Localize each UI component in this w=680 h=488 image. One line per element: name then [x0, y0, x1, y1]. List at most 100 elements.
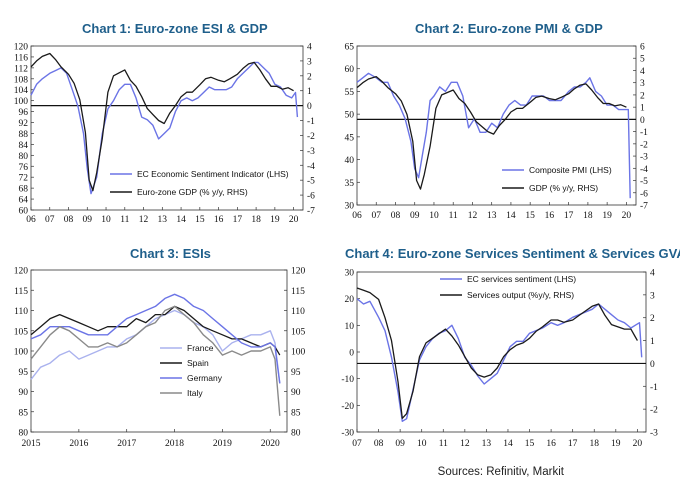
- chart-4-ytick-right-label: -1: [650, 383, 658, 393]
- chart-4-xtick-label: 18: [589, 439, 599, 449]
- source-note: Sources: Refinitiv, Markit: [437, 466, 564, 478]
- chart-1-ytick-left-label: 116: [14, 53, 28, 63]
- chart-1-xtick-label: 19: [270, 215, 280, 225]
- chart-2-ytick-right-label: -5: [640, 177, 648, 187]
- chart-1-ytick-right-label: -2: [307, 132, 315, 142]
- chart-1-ytick-left-label: 84: [19, 141, 29, 151]
- chart-3-legend-label: Spain: [187, 358, 209, 368]
- chart-1-series-2-line: [30, 52, 294, 192]
- chart-1-ytick-left-label: 92: [19, 119, 29, 129]
- chart-1-ytick-left-label: 104: [14, 86, 29, 96]
- chart-1-ytick-left-label: 72: [19, 174, 29, 184]
- chart-4-legend-label: Services output (%y/y, RHS): [467, 290, 574, 300]
- chart-2-ytick-right-label: -3: [640, 153, 648, 163]
- chart-2-xtick-label: 14: [506, 211, 516, 221]
- chart-1-xtick-label: 15: [195, 215, 205, 225]
- chart-2-ytick-left-label: 45: [345, 133, 355, 143]
- chart-3-ytick-left-label: 120: [14, 267, 29, 277]
- chart-3-series-2-line: [30, 305, 281, 356]
- chart-1-ytick-left-label: 100: [14, 97, 29, 107]
- chart-4-ytick-right-label: 2: [650, 314, 655, 324]
- chart-1-ytick-left-label: 80: [19, 152, 29, 162]
- chart-2-ytick-left-label: 35: [345, 179, 355, 189]
- chart-4-series-1-line: [356, 298, 643, 422]
- chart-4-xtick-label: 15: [525, 439, 535, 449]
- chart-2-xtick-label: 13: [487, 211, 497, 221]
- chart-1-ytick-right-label: 1: [307, 87, 312, 97]
- chart-4-title: Chart 4: Euro-zone Services Sentiment & …: [345, 246, 680, 261]
- chart-4-ytick-left-label: -20: [341, 402, 354, 412]
- chart-2-xtick-label: 10: [429, 211, 439, 221]
- chart-1-ytick-right-label: 0: [307, 102, 312, 112]
- chart-4-ytick-right-label: -3: [650, 429, 658, 439]
- chart-1-title: Chart 1: Euro-zone ESI & GDP: [82, 21, 268, 36]
- chart-1-xtick-label: 10: [101, 215, 111, 225]
- chart-2-ytick-right-label: -1: [640, 128, 648, 138]
- chart-4-xtick-label: 17: [568, 439, 578, 449]
- chart-1-ytick-left-label: 76: [19, 163, 29, 173]
- chart-4-ytick-left-label: 20: [345, 295, 355, 305]
- chart-3-ytick-left-label: 85: [19, 408, 29, 418]
- chart-2-xtick-label: 11: [449, 211, 458, 221]
- chart-1-ytick-left-label: 96: [19, 108, 29, 118]
- chart-3-ytick-left-label: 100: [14, 348, 29, 358]
- chart-1-xtick-label: 14: [176, 215, 186, 225]
- chart-3-ytick-left-label: 90: [19, 388, 29, 398]
- chart-2-ytick-right-label: -2: [640, 140, 648, 150]
- chart-4-xtick-label: 20: [633, 439, 643, 449]
- chart-3-ytick-right-label: 80: [291, 429, 301, 439]
- chart-1-frame: [30, 45, 304, 211]
- chart-1-xtick-label: 20: [289, 215, 299, 225]
- chart-2-ytick-left-label: 60: [345, 65, 355, 75]
- chart-2-xtick-label: 19: [602, 211, 612, 221]
- chart-2-series-1-line: [356, 72, 631, 199]
- chart-3-ytick-left-label: 80: [19, 429, 29, 439]
- chart-1-ytick-right-label: 2: [307, 72, 312, 82]
- chart-1-ytick-left-label: 68: [19, 185, 29, 195]
- chart-1-ytick-right-label: 3: [307, 57, 312, 67]
- chart-4-xtick-label: 16: [546, 439, 556, 449]
- chart-3-series-4-line: [30, 305, 281, 416]
- chart-4-ytick-left-label: 0: [349, 349, 354, 359]
- chart-1-ytick-right-label: -6: [307, 192, 315, 202]
- chart-4-xtick-label: 11: [439, 439, 448, 449]
- chart-2-legend-label: Composite PMI (LHS): [529, 165, 612, 175]
- chart-2-xtick-label: 16: [545, 211, 555, 221]
- chart-2-xtick-label: 07: [371, 211, 381, 221]
- chart-2-ytick-left-label: 55: [345, 88, 355, 98]
- chart-3-ytick-right-label: 110: [291, 307, 305, 317]
- chart-4-legend-label: EC services sentiment (LHS): [467, 274, 576, 284]
- chart-1-ytick-left-label: 108: [14, 75, 29, 85]
- chart-1-ytick-right-label: 4: [307, 43, 312, 53]
- chart-3-legend-label: Italy: [187, 388, 203, 398]
- chart-3-ytick-left-label: 105: [14, 327, 29, 337]
- chart-2-ytick-right-label: 4: [640, 67, 645, 77]
- chart-3-legend-label: France: [187, 343, 214, 353]
- chart-1-xtick-label: 09: [83, 215, 93, 225]
- chart-1-xtick-label: 16: [214, 215, 224, 225]
- chart-1-ytick-right-label: -5: [307, 177, 315, 187]
- chart-3-ytick-right-label: 115: [291, 287, 305, 297]
- chart-3-xtick-label: 2015: [22, 439, 41, 449]
- chart-1-ytick-left-label: 88: [19, 130, 29, 140]
- chart-2-xtick-label: 15: [525, 211, 535, 221]
- chart-4-xtick-label: 13: [482, 439, 492, 449]
- chart-4-xtick-label: 07: [352, 439, 362, 449]
- chart-2-ytick-right-label: 3: [640, 79, 645, 89]
- chart-4-ytick-left-label: 10: [345, 322, 355, 332]
- chart-3-ytick-left-label: 110: [14, 307, 28, 317]
- chart-2-ytick-right-label: -4: [640, 165, 648, 175]
- chart-2-ytick-right-label: 0: [640, 116, 645, 126]
- chart-4-ytick-right-label: 3: [650, 291, 655, 301]
- chart-4-xtick-label: 14: [503, 439, 513, 449]
- chart-2-xtick-label: 20: [622, 211, 632, 221]
- chart-1-legend-label: Euro-zone GDP (% y/y, RHS): [137, 187, 248, 197]
- chart-4-ytick-left-label: -30: [341, 429, 354, 439]
- chart-3-ytick-right-label: 90: [291, 388, 301, 398]
- chart-4-ytick-left-label: -10: [341, 375, 354, 385]
- chart-2-frame: [356, 45, 637, 206]
- chart-3-ytick-right-label: 105: [291, 327, 306, 337]
- chart-3-series-1-line: [30, 309, 281, 384]
- chart-2-xtick-label: 17: [564, 211, 574, 221]
